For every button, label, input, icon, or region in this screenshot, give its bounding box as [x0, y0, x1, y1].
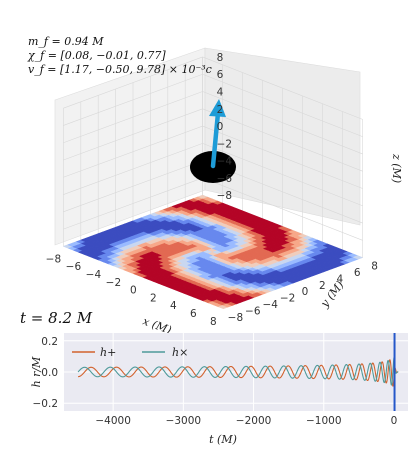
- y-tick-label: 2: [319, 280, 326, 292]
- remnant-velocity-label: v_f = [1.17, −0.50, 9.78] × 10⁻³c: [28, 63, 212, 76]
- x-tick-label: 2: [150, 292, 157, 304]
- z-tick-label: 0: [217, 121, 224, 133]
- y-tick-label: 8: [371, 261, 378, 273]
- y-tick-label: 0: [302, 286, 309, 298]
- grid-line: [63, 56, 203, 109]
- z-tick-label: 8: [217, 52, 224, 64]
- y-tick-label: −4: [262, 299, 278, 311]
- y-tick-label: 4: [336, 273, 343, 285]
- y-tick-label: −6: [245, 305, 261, 317]
- x-axis-ticks: −8 −6 −4 −2 0 2 4 6 8: [46, 253, 217, 327]
- kick-arrow-shaft: [210, 110, 221, 169]
- z-axis-ticks: 8 6 4 2 0 −2 −4 −6 −8: [217, 52, 233, 202]
- grid-line: [202, 108, 363, 172]
- waveform-x-tick-label: −1000: [306, 415, 342, 427]
- x-tick-label: −2: [106, 277, 121, 289]
- kick-arrow-head: [209, 99, 226, 117]
- z-tick-label: −2: [217, 138, 232, 150]
- y-tick-label: 6: [354, 267, 361, 279]
- x-tick-label: −8: [46, 253, 61, 265]
- x-tick-label: −4: [86, 269, 102, 281]
- z-tick-label: −6: [217, 173, 233, 185]
- grid-line: [202, 73, 363, 137]
- z-tick-label: −8: [217, 190, 232, 202]
- waveform-y-tick-label: 0.0: [41, 367, 58, 379]
- grid-line: [63, 108, 203, 161]
- waveform-y-tick-label: −0.2: [33, 398, 59, 410]
- waveform-x-tick-label: −2000: [236, 415, 272, 427]
- contour-surface: [62, 194, 364, 310]
- waveform-series: [77, 357, 399, 387]
- legend-label-hplus: h+: [100, 346, 116, 359]
- waveform-x-label: t (M): [209, 433, 237, 446]
- waveform-y-label: h r/M: [30, 356, 43, 388]
- time-label: t = 8.2 M: [20, 309, 93, 327]
- y-tick-label: −2: [280, 293, 295, 305]
- waveform-x-tick-label: 0: [391, 415, 398, 427]
- waveform-y-ticks: 0.2 0.0 −0.2: [33, 336, 59, 410]
- z-tick-label: 2: [217, 104, 224, 116]
- grid-line: [63, 73, 203, 126]
- z-tick-label: 4: [217, 87, 224, 99]
- grid-line: [202, 91, 363, 155]
- contour-cell: [352, 255, 364, 260]
- x-tick-label: 4: [170, 300, 177, 312]
- waveform-line-hplus: [78, 359, 399, 387]
- waveform-x-tick-label: −4000: [95, 415, 131, 427]
- waveform-legend: h+ h×: [72, 346, 188, 359]
- x-tick-label: 0: [130, 285, 137, 297]
- y-tick-label: −8: [228, 312, 243, 324]
- z-axis-label: z (M): [390, 153, 403, 183]
- remnant-spin-label: χ_f = [0.08, −0.01, 0.77]: [27, 49, 166, 62]
- z-tick-label: −4: [217, 156, 233, 168]
- grid-line: [202, 56, 363, 120]
- x-tick-label: 8: [210, 316, 217, 328]
- waveform-x-tick-label: −3000: [166, 415, 202, 427]
- remnant-mass-label: m_f = 0.94 M: [28, 35, 104, 48]
- z-tick-label: 6: [217, 69, 224, 81]
- waveform-x-ticks: −4000 −3000 −2000 −1000 0: [95, 415, 397, 427]
- legend-label-hcross: h×: [172, 346, 188, 359]
- x-tick-label: 6: [190, 308, 197, 320]
- grid-line: [63, 91, 203, 144]
- x-tick-label: −6: [66, 261, 82, 273]
- waveform-y-tick-label: 0.2: [41, 336, 58, 348]
- waveform-line-hcross: [77, 357, 399, 386]
